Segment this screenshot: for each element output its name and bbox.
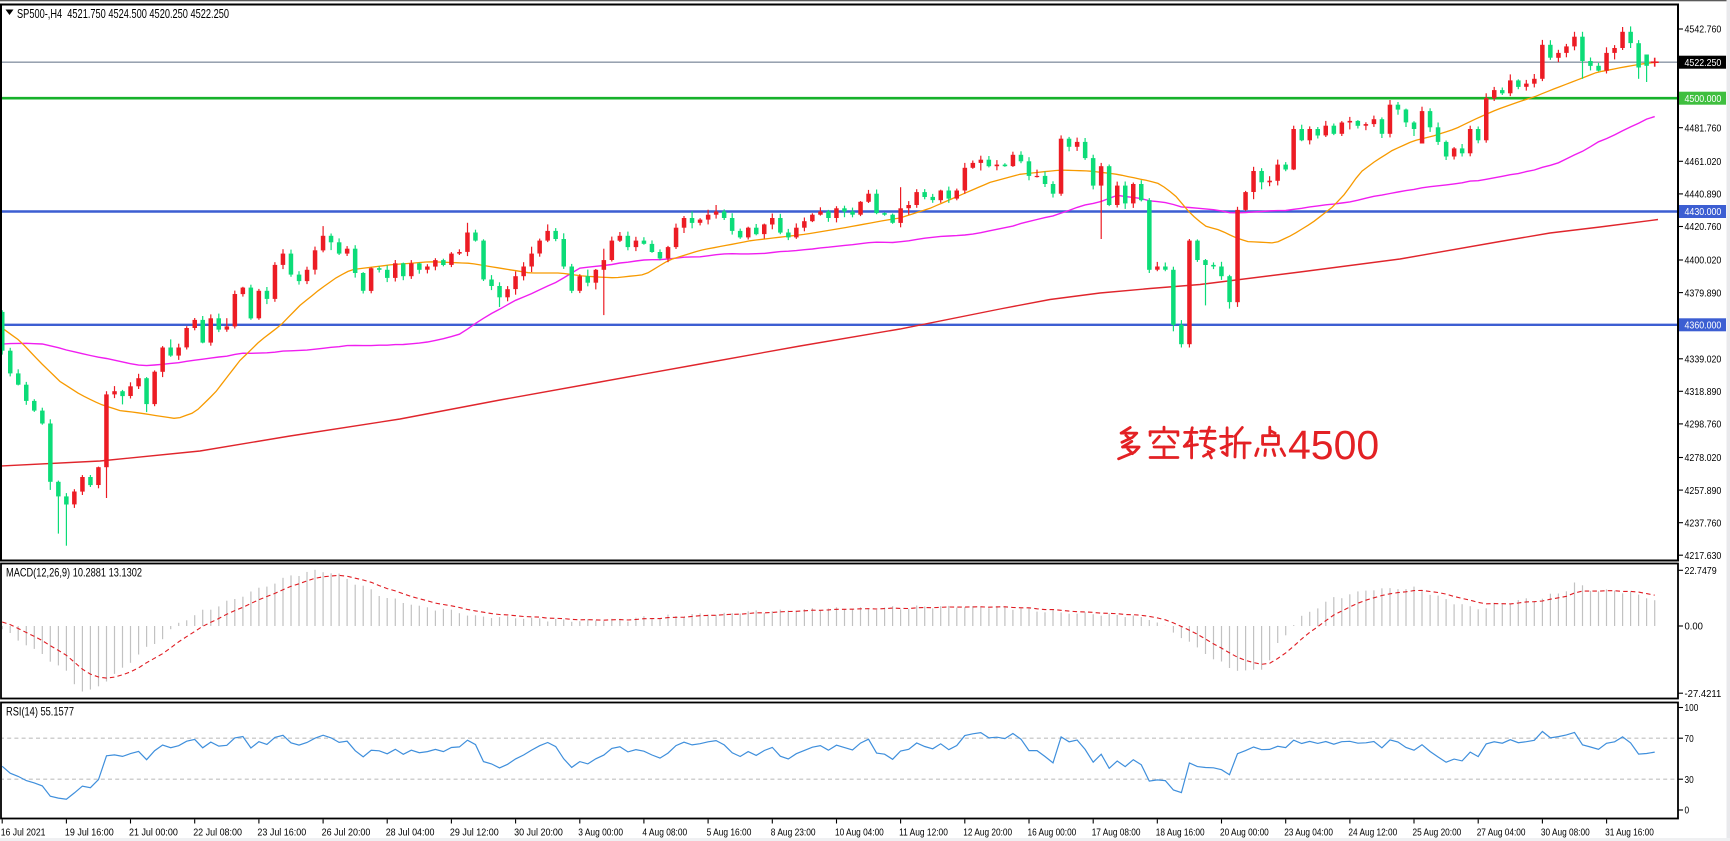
svg-text:3 Aug 00:00: 3 Aug 00:00 xyxy=(578,827,623,839)
svg-text:4542.760: 4542.760 xyxy=(1685,24,1722,36)
svg-text:70: 70 xyxy=(1685,733,1694,745)
svg-text:30 Jul 20:00: 30 Jul 20:00 xyxy=(514,827,563,839)
svg-text:100: 100 xyxy=(1685,702,1699,714)
svg-text:30 Aug 08:00: 30 Aug 08:00 xyxy=(1541,827,1590,839)
svg-text:10 Aug 04:00: 10 Aug 04:00 xyxy=(835,827,884,839)
svg-text:29 Jul 12:00: 29 Jul 12:00 xyxy=(450,827,499,839)
svg-text:31 Aug 16:00: 31 Aug 16:00 xyxy=(1605,827,1654,839)
svg-text:4339.020: 4339.020 xyxy=(1685,354,1722,366)
svg-text:16 Aug 00:00: 16 Aug 00:00 xyxy=(1028,827,1077,839)
svg-text:4500.000: 4500.000 xyxy=(1685,93,1722,105)
svg-text:25 Aug 20:00: 25 Aug 20:00 xyxy=(1413,827,1462,839)
svg-text:0.00: 0.00 xyxy=(1685,621,1704,633)
svg-text:27 Aug 04:00: 27 Aug 04:00 xyxy=(1477,827,1526,839)
svg-text:4318.890: 4318.890 xyxy=(1685,386,1722,398)
svg-text:SP500-,H4 4521.750 4524.500 4: SP500-,H4 4521.750 4524.500 4520.250 452… xyxy=(17,7,229,21)
svg-text:RSI(14) 55.1577: RSI(14) 55.1577 xyxy=(6,705,74,719)
svg-text:4379.890: 4379.890 xyxy=(1685,287,1722,299)
svg-text:4360.000: 4360.000 xyxy=(1685,320,1722,332)
svg-text:4481.760: 4481.760 xyxy=(1685,122,1722,134)
svg-text:20 Aug 00:00: 20 Aug 00:00 xyxy=(1220,827,1269,839)
svg-text:4400.020: 4400.020 xyxy=(1685,255,1722,267)
svg-text:-27.4211: -27.4211 xyxy=(1685,688,1722,700)
svg-text:11 Aug 12:00: 11 Aug 12:00 xyxy=(899,827,948,839)
svg-text:4420.760: 4420.760 xyxy=(1685,221,1722,233)
svg-text:22.7479: 22.7479 xyxy=(1685,565,1717,577)
svg-text:24 Aug 12:00: 24 Aug 12:00 xyxy=(1348,827,1397,839)
svg-text:4440.890: 4440.890 xyxy=(1685,189,1722,201)
svg-text:5 Aug 16:00: 5 Aug 16:00 xyxy=(707,827,752,839)
svg-text:17 Aug 08:00: 17 Aug 08:00 xyxy=(1092,827,1141,839)
svg-text:28 Jul 04:00: 28 Jul 04:00 xyxy=(386,827,435,839)
svg-text:0: 0 xyxy=(1685,805,1690,817)
svg-text:4430.000: 4430.000 xyxy=(1685,206,1722,218)
svg-text:4278.020: 4278.020 xyxy=(1685,452,1722,464)
svg-text:16 Jul 2021: 16 Jul 2021 xyxy=(1,827,46,839)
svg-text:4237.760: 4237.760 xyxy=(1685,517,1722,529)
svg-text:26 Jul 20:00: 26 Jul 20:00 xyxy=(322,827,371,839)
svg-text:22 Jul 08:00: 22 Jul 08:00 xyxy=(193,827,242,839)
svg-text:4 Aug 08:00: 4 Aug 08:00 xyxy=(642,827,687,839)
svg-text:4461.020: 4461.020 xyxy=(1685,156,1722,168)
svg-text:4298.760: 4298.760 xyxy=(1685,419,1722,431)
svg-text:MACD(12,26,9) 10.2881 13.1302: MACD(12,26,9) 10.2881 13.1302 xyxy=(6,566,142,580)
svg-text:21 Jul 00:00: 21 Jul 00:00 xyxy=(129,827,178,839)
svg-text:18 Aug 16:00: 18 Aug 16:00 xyxy=(1156,827,1205,839)
svg-text:23 Jul 16:00: 23 Jul 16:00 xyxy=(257,827,306,839)
svg-text:4257.890: 4257.890 xyxy=(1685,485,1722,497)
svg-text:19 Jul 16:00: 19 Jul 16:00 xyxy=(65,827,114,839)
svg-text:30: 30 xyxy=(1685,774,1694,786)
svg-text:12 Aug 20:00: 12 Aug 20:00 xyxy=(963,827,1012,839)
svg-text:8 Aug 23:00: 8 Aug 23:00 xyxy=(771,827,816,839)
svg-text:4500: 4500 xyxy=(1288,422,1379,468)
svg-text:4522.250: 4522.250 xyxy=(1685,57,1722,69)
svg-text:4217.630: 4217.630 xyxy=(1685,550,1722,562)
svg-text:23 Aug 04:00: 23 Aug 04:00 xyxy=(1284,827,1333,839)
